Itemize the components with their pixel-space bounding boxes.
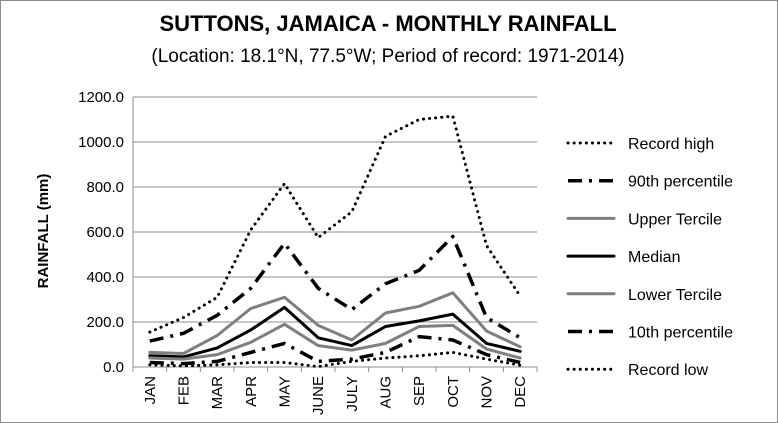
series-line-90th-percentile xyxy=(149,234,522,343)
x-tick-label: APR xyxy=(243,376,260,407)
y-tick-label: 1000.0 xyxy=(78,134,124,151)
series-line-record-high xyxy=(148,114,522,334)
x-tick-label: JUNE xyxy=(310,376,327,415)
y-tick-label: 800.0 xyxy=(86,179,124,196)
x-tick-label: DEC xyxy=(512,376,529,408)
legend-label: 90th percentile xyxy=(628,174,733,191)
y-tick-label: 400.0 xyxy=(86,269,124,286)
x-tick-label: JULY xyxy=(344,376,361,412)
x-tick-label: NOV xyxy=(479,376,496,409)
x-tick-label: AUG xyxy=(378,376,395,409)
y-tick-label: 0.0 xyxy=(103,359,124,376)
x-tick-label: MAR xyxy=(209,376,226,410)
legend: Record high 90th percentile Upper Tercile M… xyxy=(566,136,733,379)
series-lines xyxy=(148,114,522,369)
y-tick-label: 1200.0 xyxy=(78,89,124,106)
series-line-median xyxy=(148,305,522,359)
y-tick-label: 200.0 xyxy=(86,314,124,331)
legend-label: Median xyxy=(628,249,680,266)
x-tick-label: OCT xyxy=(445,376,462,408)
series-line-10th-percentile xyxy=(149,334,521,366)
gridlines xyxy=(133,96,537,323)
chart-subtitle: (Location: 18.1°N, 77.5°W; Period of rec… xyxy=(151,46,624,67)
series-line-record-low xyxy=(148,350,522,369)
legend-label: Record low xyxy=(628,362,708,379)
chart-title: SUTTONS, JAMAICA - MONTHLY RAINFALL xyxy=(159,11,616,36)
legend-label: Upper Tercile xyxy=(628,211,722,228)
x-tick-label: JAN xyxy=(142,376,159,404)
legend-label: Record high xyxy=(628,136,714,153)
series-line-upper-tercile xyxy=(148,291,522,355)
legend-label: 10th percentile xyxy=(628,325,733,342)
y-tick-label: 600.0 xyxy=(86,224,124,241)
x-tick-label: MAY xyxy=(277,376,294,407)
x-tick-label: FEB xyxy=(176,376,193,405)
x-tick-label: SEP xyxy=(411,376,428,406)
y-axis-label: RAINFALL (mm) xyxy=(35,174,52,289)
axes: 0.0 200.0 400.0 600.0 800.0 1000.0 1200.0 JAN FE… xyxy=(78,89,538,415)
series-line-lower-tercile xyxy=(148,322,522,361)
legend-label: Lower Tercile xyxy=(628,287,722,304)
